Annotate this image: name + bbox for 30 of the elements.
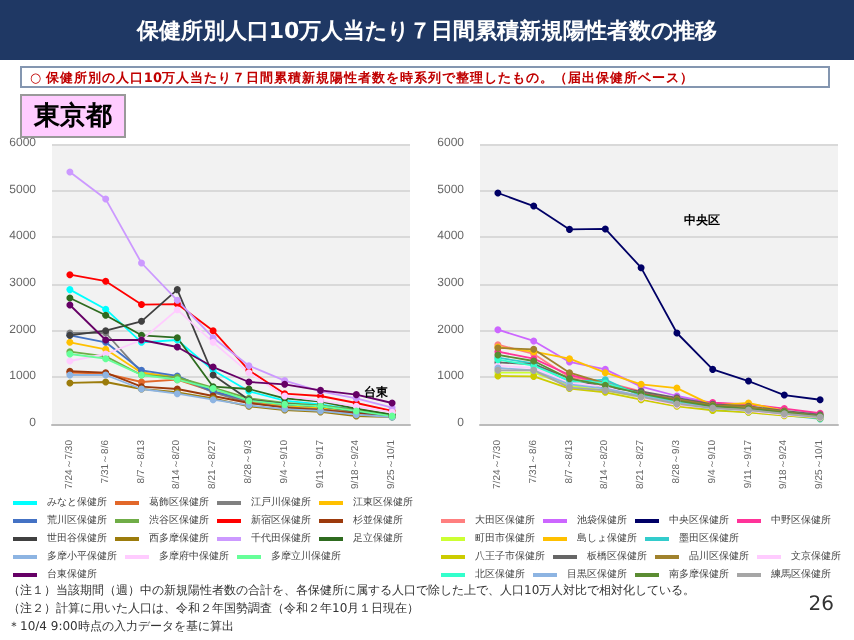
point <box>816 396 824 404</box>
point <box>173 286 181 294</box>
point <box>66 379 74 387</box>
point <box>102 305 110 313</box>
point <box>209 327 217 335</box>
point <box>138 301 145 309</box>
point <box>138 317 145 325</box>
point <box>102 311 110 319</box>
point <box>745 377 752 385</box>
point <box>673 384 681 392</box>
point <box>102 277 110 285</box>
point <box>494 326 502 334</box>
text: 26 <box>808 594 834 616</box>
point <box>173 306 181 314</box>
point <box>530 337 538 345</box>
point <box>637 264 645 272</box>
point <box>66 271 74 279</box>
point <box>601 225 609 233</box>
point <box>709 365 717 373</box>
chart-title: 保健所別人口10万人当たり７日間累積新規陽性者数の推移 <box>0 0 854 60</box>
point <box>102 195 110 203</box>
point <box>138 259 145 267</box>
point <box>780 391 788 399</box>
point <box>102 378 110 386</box>
point <box>173 343 181 351</box>
point <box>66 338 74 346</box>
point <box>66 286 74 294</box>
point <box>566 225 573 233</box>
text: 東京都 <box>20 94 126 138</box>
point <box>530 202 538 210</box>
